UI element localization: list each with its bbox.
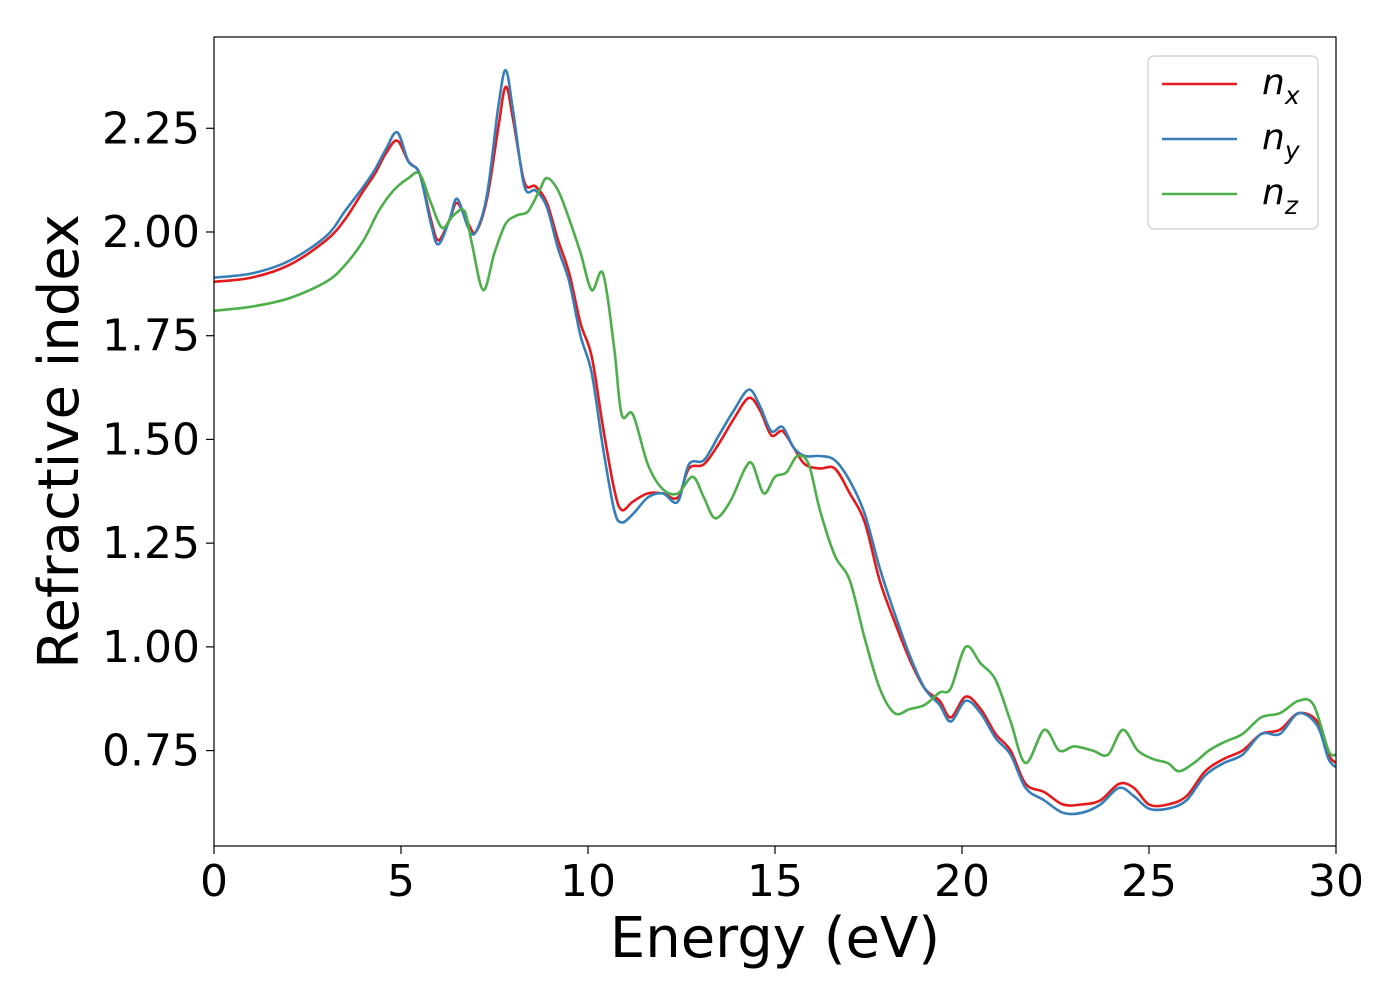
x-tick-label: 0 xyxy=(200,856,228,907)
legend: nx ny nz xyxy=(1147,55,1319,230)
series-layer xyxy=(214,68,1336,816)
y-tick-label: 2.25 xyxy=(102,103,200,154)
y-axis-title: Refractive index xyxy=(27,214,92,669)
y-tick-label: 1.50 xyxy=(102,414,200,465)
legend-label-z: nz xyxy=(1262,172,1299,220)
x-tick-label: 10 xyxy=(560,856,616,907)
x-tick-label: 15 xyxy=(747,856,803,907)
y-tick-label: 1.75 xyxy=(102,311,200,362)
legend-box xyxy=(1147,55,1319,230)
y-tick-label: 0.75 xyxy=(102,726,200,777)
y-tick-label: 1.25 xyxy=(102,518,200,569)
x-tick-label: 5 xyxy=(387,856,415,907)
legend-label-y: ny xyxy=(1262,117,1301,165)
x-axis-title: Energy (eV) xyxy=(610,906,940,971)
y-tick-label: 2.00 xyxy=(102,207,200,258)
x-tick-label: 30 xyxy=(1308,856,1364,907)
y-tick-label: 1.00 xyxy=(102,622,200,673)
x-tick-label: 20 xyxy=(934,856,990,907)
ticks-layer: 0 5 10 15 20 25 30 0.75 1.00 1.25 1.50 1.75 2.00 2.25 xyxy=(102,103,1364,907)
series-line-z xyxy=(214,171,1336,773)
x-tick-label: 25 xyxy=(1121,856,1177,907)
legend-label-x: nx xyxy=(1262,62,1300,110)
